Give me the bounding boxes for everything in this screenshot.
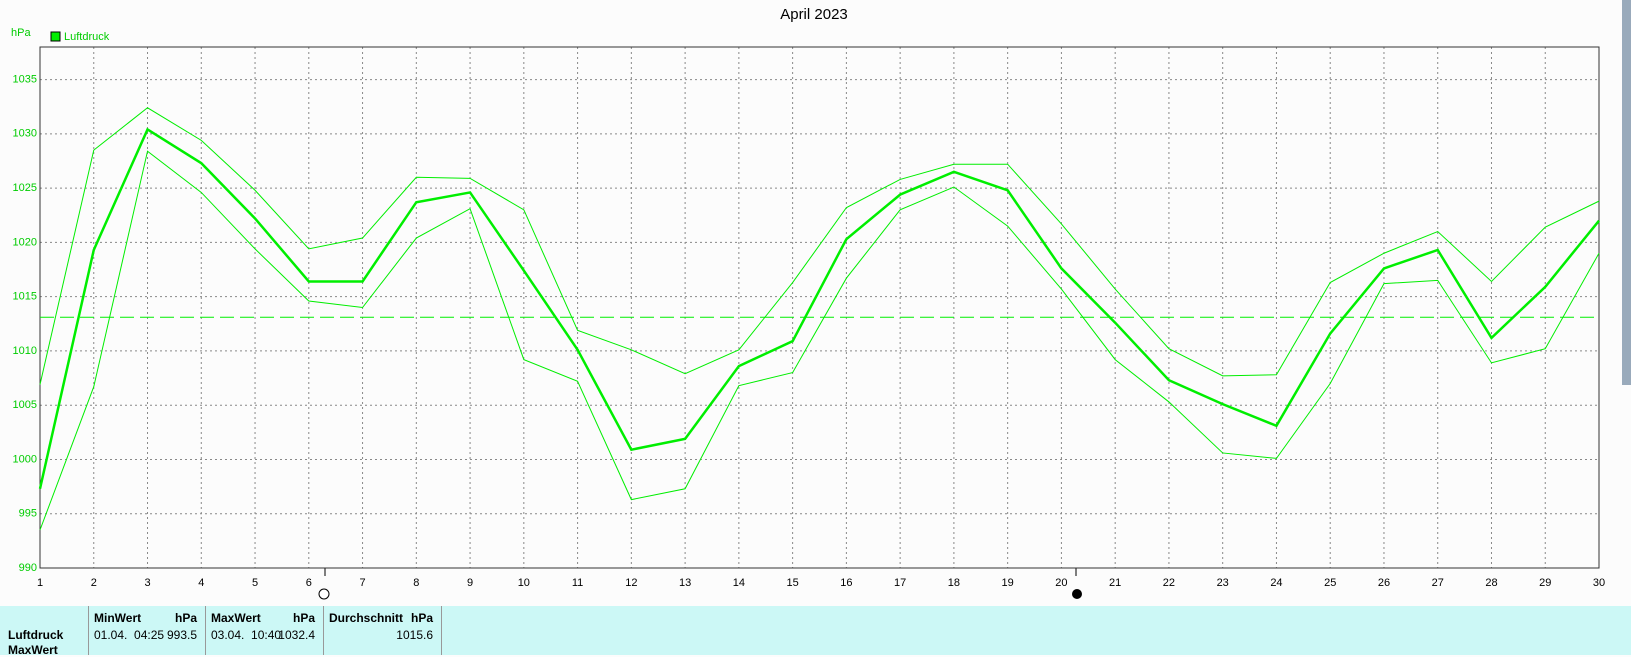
x-tick-label: 1 — [37, 577, 43, 589]
x-tick-label: 6 — [306, 577, 312, 589]
table-column: Durchschnitt hPa 1015.6 — [323, 606, 442, 655]
series-line — [39, 107, 1600, 385]
x-tick-label: 14 — [733, 577, 745, 589]
x-tick-label: 10 — [518, 577, 530, 589]
x-tick-label: 12 — [625, 577, 637, 589]
x-tick-label: 20 — [1055, 577, 1067, 589]
table-text: 03.04. 10:40 — [211, 628, 282, 642]
table-text: 993.5 — [166, 628, 197, 642]
table-text: 1032.4 — [278, 628, 315, 642]
table-text: Luftdruck — [8, 628, 64, 642]
table-text: Durchschnitt — [329, 611, 404, 625]
table-text: hPa — [174, 611, 197, 625]
y-tick-label: 990 — [19, 562, 37, 574]
table-column: MaxWert hPa 03.04. 10:40 1032.4 — [205, 606, 324, 655]
x-tick-label: 17 — [894, 577, 906, 589]
y-tick-label: 1000 — [13, 453, 37, 465]
chart: April 2023 hPa Luftdruck 990 995 1000 1005 1… — [11, 0, 1631, 600]
x-tick-label: 16 — [840, 577, 852, 589]
moon-full — [318, 588, 330, 600]
x-tick-label: 4 — [198, 577, 204, 589]
series-line — [39, 150, 1600, 531]
y-tick-label: 1005 — [13, 399, 37, 411]
window-edge — [1622, 0, 1631, 385]
x-tick-label: 29 — [1539, 577, 1551, 589]
x-tick-label: 2 — [91, 577, 97, 589]
x-tick-label: 15 — [786, 577, 798, 589]
x-tick-label: 11 — [572, 577, 583, 589]
x-tick-label: 9 — [467, 577, 473, 589]
moon-new — [1072, 589, 1082, 599]
stats-table: Luftdruck MaxWert MinWert hPa 01.04. 04:25 99… — [0, 606, 1631, 657]
legend-label: Luftdruck — [64, 31, 110, 43]
x-tick-label: 19 — [1002, 577, 1014, 589]
table-text: MaxWert — [211, 611, 261, 625]
y-tick-label: 1020 — [13, 236, 37, 248]
x-tick-label: 30 — [1593, 577, 1605, 589]
x-tick-label: 21 — [1109, 577, 1121, 589]
x-tick-label: 3 — [144, 577, 150, 589]
y-tick-label: 1030 — [13, 128, 37, 140]
legend-swatch — [50, 31, 61, 42]
table-text: MinWert — [94, 611, 142, 625]
y-tick-label: 995 — [19, 508, 37, 520]
x-tick-label: 22 — [1163, 577, 1175, 589]
x-tick-label: 18 — [948, 577, 960, 589]
y-tick-label: 1015 — [13, 291, 37, 303]
chart-title: April 2023 — [780, 6, 848, 23]
table-text: hPa — [410, 611, 433, 625]
y-unit: hPa — [11, 27, 31, 39]
table-text: MaxWert — [8, 643, 58, 657]
plot-area — [40, 47, 1599, 568]
y-tick-label: 1035 — [13, 73, 37, 85]
series-line — [38, 127, 1600, 490]
x-tick-label: 24 — [1270, 577, 1282, 589]
x-tick-label: 23 — [1217, 577, 1229, 589]
table-column: MinWert hPa 01.04. 04:25 993.5 — [88, 606, 206, 655]
x-tick-label: 26 — [1378, 577, 1390, 589]
x-tick-label: 28 — [1485, 577, 1497, 589]
x-tick-label: 25 — [1324, 577, 1336, 589]
table-text: 01.04. 04:25 — [94, 628, 165, 642]
x-tick-label: 27 — [1432, 577, 1444, 589]
x-tick-label: 7 — [359, 577, 365, 589]
x-tick-label: 5 — [252, 577, 258, 589]
y-tick-label: 1010 — [13, 345, 37, 357]
table-text: 1015.6 — [396, 628, 433, 642]
x-tick-label: 8 — [413, 577, 419, 589]
y-tick-label: 1025 — [13, 182, 37, 194]
table-text: hPa — [292, 611, 315, 625]
x-tick-label: 13 — [679, 577, 691, 589]
table-column: Luftdruck MaxWert — [0, 606, 89, 657]
plot-frame — [39, 46, 1600, 569]
